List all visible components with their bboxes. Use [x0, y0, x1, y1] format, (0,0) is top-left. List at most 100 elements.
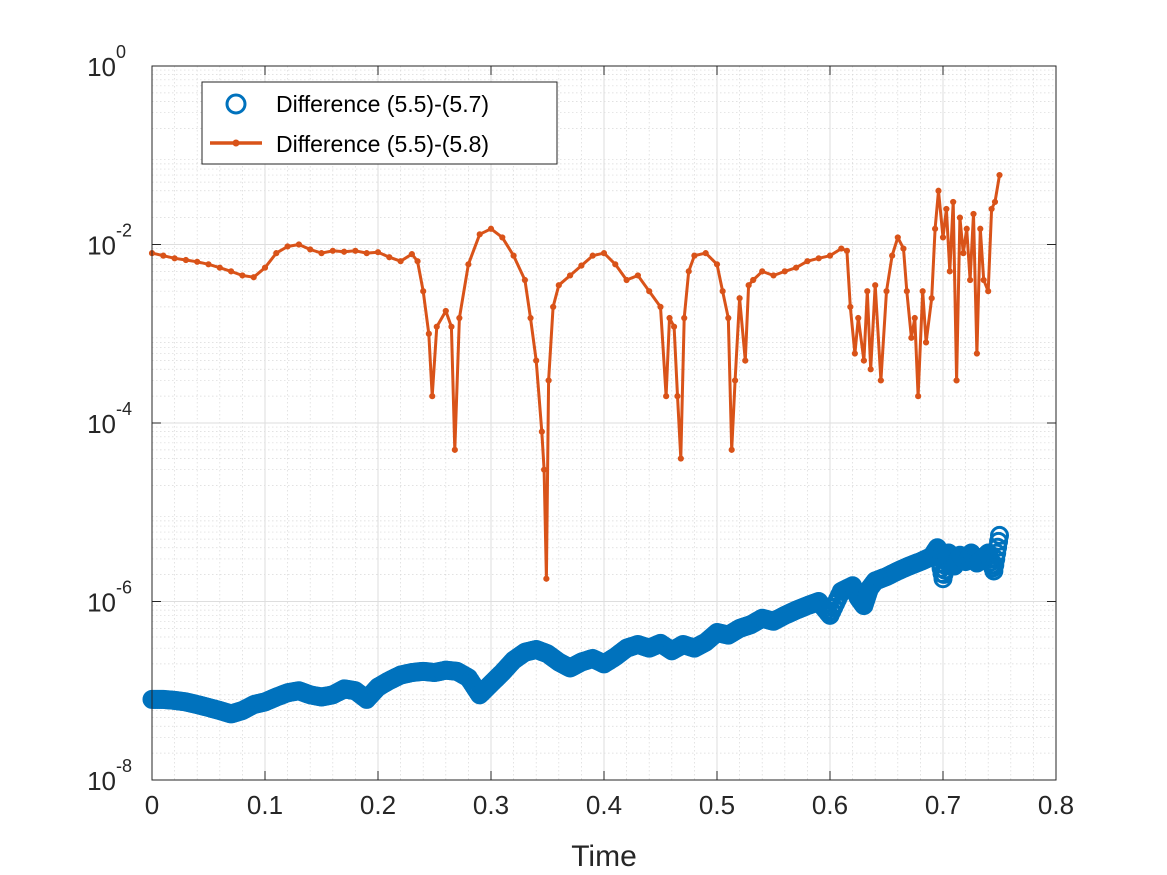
series-layer [142, 171, 1009, 724]
series-2-point [429, 393, 436, 400]
series-2-point [953, 377, 960, 384]
series-2-point [838, 245, 845, 252]
series-2-point [883, 288, 890, 295]
series-2-point [742, 357, 749, 364]
series-2-point [550, 303, 557, 310]
series-2-point [725, 314, 732, 322]
series-2-point [855, 314, 862, 322]
series-2-point [950, 198, 957, 206]
y-tick-base: 10 [87, 409, 116, 439]
series-2-point [533, 357, 540, 364]
series-2-point [877, 377, 884, 384]
series-2-point [521, 276, 529, 284]
x-axis-label: Time [571, 840, 637, 873]
x-tick-label: 0.1 [247, 790, 283, 820]
series-2-point [674, 393, 681, 400]
series-2-point [663, 393, 670, 400]
y-tick-exponent: -4 [116, 399, 132, 419]
series-2-point [728, 446, 735, 453]
series-2-point [578, 262, 585, 269]
tick-marks [151, 65, 1057, 781]
y-tick-base: 10 [87, 231, 116, 261]
x-tick-label: 0.4 [586, 790, 622, 820]
series-2-point [318, 250, 325, 257]
y-tick-label: 10 0 [87, 42, 126, 82]
series-2-point [374, 249, 382, 256]
series-2-point [414, 258, 421, 265]
y-tick-label: 10 -8 [87, 756, 132, 796]
series-2-point [872, 282, 879, 289]
series-2-point [860, 357, 868, 364]
series-2-point [935, 187, 942, 194]
series-2-point [922, 339, 930, 346]
y-tick-base: 10 [87, 52, 116, 82]
series-2-point [915, 393, 922, 400]
series-2-point [781, 268, 788, 275]
series-2-point [341, 248, 348, 255]
x-tick-label: 0.2 [360, 790, 396, 820]
series-2-point [963, 225, 970, 232]
series-2-point [851, 350, 858, 357]
series-2-point [670, 323, 678, 330]
series-2-point [194, 258, 201, 265]
legend-box [201, 81, 558, 165]
series-2-point [228, 268, 235, 275]
series-2-point [988, 205, 995, 213]
series-2-point [919, 288, 926, 295]
series-2-point [420, 288, 427, 295]
legend-series-1-label: Difference (5.5)-(5.7) [276, 91, 489, 117]
series-2-point [970, 210, 977, 218]
series-2-point [425, 330, 432, 337]
series-2-point [612, 261, 619, 268]
series-2-point [826, 252, 834, 259]
series-2-point [967, 276, 974, 284]
series-2-point [307, 246, 314, 253]
series-2-point [745, 282, 752, 289]
series-2-point [996, 171, 1003, 179]
series-2-point [702, 250, 709, 257]
series-2-point [685, 268, 692, 275]
series-2-point [903, 288, 910, 295]
series-2-point [666, 314, 673, 322]
series-2 [148, 171, 1003, 582]
series-2-point [977, 225, 984, 232]
series-2-point [182, 256, 189, 264]
series-2-point [793, 264, 800, 271]
series-2-point [261, 264, 269, 271]
series-2-point [960, 250, 967, 257]
series-2-point [980, 276, 987, 284]
series-2-point [736, 295, 743, 302]
y-tick-label: 10 -4 [87, 399, 132, 439]
series-2-point [499, 234, 506, 241]
series-2-point [538, 428, 545, 435]
series-2-point [567, 272, 574, 279]
series-2-point [456, 314, 463, 322]
series-2-point [250, 274, 257, 281]
series-2-point [510, 252, 517, 259]
series-2-point [770, 272, 777, 279]
series-2-point [239, 272, 246, 279]
series-2-point [363, 250, 370, 257]
series-2-point [677, 455, 684, 462]
y-tick-base: 10 [87, 588, 116, 618]
series-2-point [600, 250, 608, 257]
series-2-point [205, 261, 212, 268]
series-2-point [623, 276, 630, 284]
legend-series-2-label: Difference (5.5)-(5.8) [276, 131, 489, 157]
series-2-point [451, 446, 458, 453]
x-tick-label: 0 [145, 790, 159, 820]
legend: Difference (5.5)-(5.7) Difference (5.5)-… [201, 81, 558, 165]
series-2-point [956, 214, 964, 221]
series-1-point [990, 525, 1009, 545]
x-tick-labels: 0 0.1 0.2 0.3 0.4 0.5 0.6 0.7 0.8 [145, 790, 1074, 820]
series-2-point [329, 247, 336, 254]
series-1 [142, 525, 1009, 724]
x-tick-label: 0.8 [1038, 790, 1074, 820]
y-tick-base: 10 [87, 766, 116, 796]
series-2-point [911, 314, 918, 322]
series-2-point [943, 205, 950, 213]
series-2-point [991, 198, 999, 206]
x-tick-label: 0.3 [473, 790, 509, 820]
series-2-point [804, 258, 811, 265]
series-2-point [397, 258, 404, 265]
